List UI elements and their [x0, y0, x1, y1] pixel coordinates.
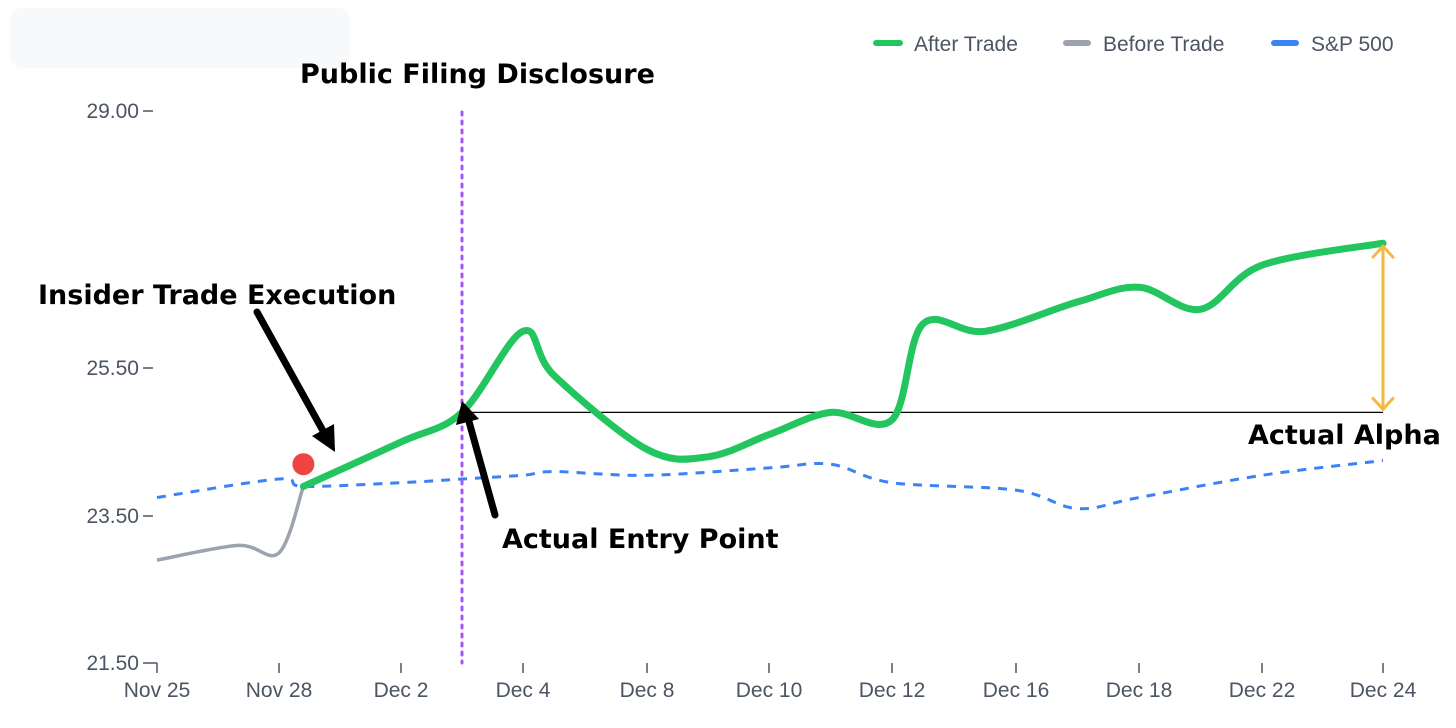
entry-arrow-head	[456, 401, 479, 425]
legend-label-before-trade: Before Trade	[1103, 33, 1224, 56]
y-tick-label: 23.50	[86, 505, 139, 528]
x-tick-label: Dec 2	[374, 679, 429, 702]
legend-label-after-trade: After Trade	[914, 33, 1018, 56]
y-tick-label: 25.50	[86, 357, 139, 380]
actual-alpha-label: Actual Alpha	[1248, 420, 1441, 451]
x-tick-label: Nov 28	[246, 679, 313, 702]
legend-item-before-trade[interactable]: Before Trade	[1063, 33, 1224, 56]
insider-trade-dot	[292, 453, 315, 476]
blurred-artifact	[10, 8, 350, 68]
series-layer	[156, 239, 1387, 562]
y-axis: 29.00 25.50 23.50 21.50	[86, 100, 157, 675]
entry-annotation-arrow	[456, 401, 499, 519]
y-tick-label: 29.00	[86, 100, 139, 123]
insider-arrow-head	[312, 424, 335, 452]
y-tick-label: 21.50	[86, 652, 139, 675]
legend: After Trade Before Trade S&P 500	[873, 33, 1394, 56]
insider-trade-label: Insider Trade Execution	[38, 280, 396, 311]
alpha-arrow	[1371, 244, 1395, 411]
series-line-after-trade	[299, 239, 1387, 490]
legend-label-sp500: S&P 500	[1311, 33, 1394, 56]
insider-arrow-shaft	[253, 308, 331, 442]
x-tick-label: Dec 10	[736, 679, 803, 702]
x-tick-label: Nov 25	[124, 679, 191, 702]
x-tick-label: Dec 24	[1350, 679, 1417, 702]
series-line-before-trade	[156, 485, 306, 562]
legend-item-after-trade[interactable]: After Trade	[873, 33, 1018, 56]
x-tick-label: Dec 4	[496, 679, 551, 702]
x-tick-label: Dec 22	[1229, 679, 1296, 702]
alpha-arrow-head-bottom	[1371, 396, 1395, 411]
x-tick-label: Dec 12	[859, 679, 926, 702]
insider-annotation-arrow	[253, 308, 335, 452]
legend-item-sp500[interactable]: S&P 500	[1271, 33, 1394, 56]
x-tick-label: Dec 18	[1106, 679, 1173, 702]
public-filing-label: Public Filing Disclosure	[300, 59, 655, 90]
x-tick-label: Dec 16	[983, 679, 1050, 702]
entry-point-label: Actual Entry Point	[502, 524, 779, 555]
alpha-arrow-head-top	[1371, 244, 1395, 259]
x-axis: Nov 25 Nov 28 Dec 2 Dec 4 Dec 8 Dec 10 Dec 12 D…	[124, 663, 1417, 702]
x-tick-label: Dec 8	[620, 679, 675, 702]
entry-arrow-shaft	[464, 414, 499, 519]
series-line-sp500	[156, 459, 1384, 511]
